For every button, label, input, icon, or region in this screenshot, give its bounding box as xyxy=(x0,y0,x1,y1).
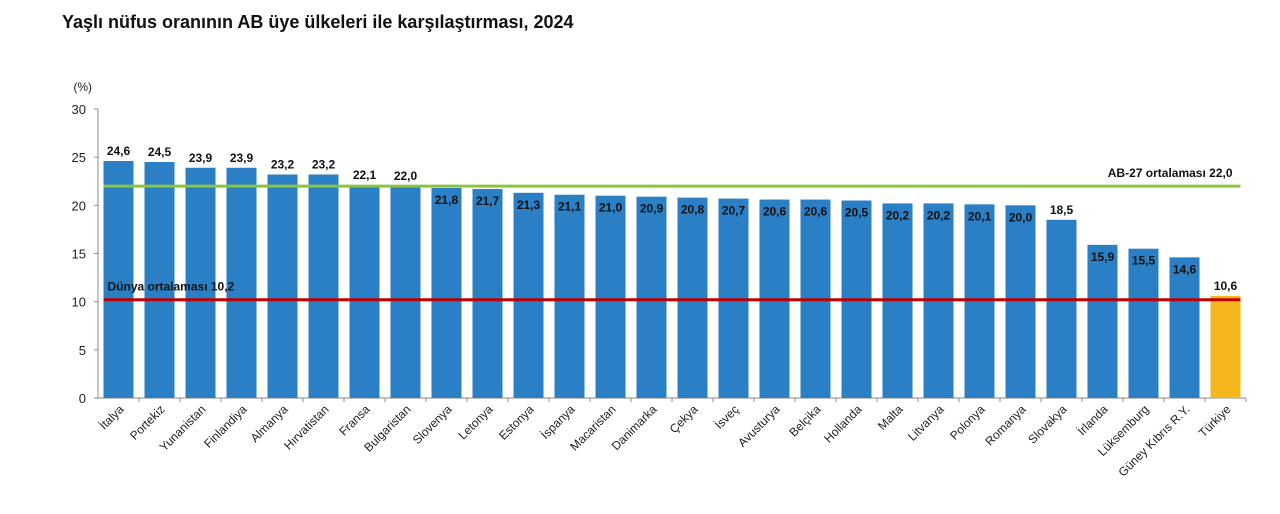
x-tick-label: Portekiz xyxy=(127,402,168,443)
y-tick-label: 20 xyxy=(72,198,86,213)
x-tick-label: Avusturya xyxy=(735,402,783,450)
data-label: 20,2 xyxy=(886,208,910,222)
bar xyxy=(1046,219,1077,398)
x-tick-label: Çekya xyxy=(667,402,701,436)
x-tick-label: Finlandiya xyxy=(201,402,250,451)
data-label: 23,9 xyxy=(230,151,254,165)
bar xyxy=(226,167,257,398)
x-tick-label: Danimarka xyxy=(609,402,660,453)
data-label: 20,6 xyxy=(763,205,787,219)
x-tick-label: İspanya xyxy=(538,402,578,442)
data-label: 24,5 xyxy=(148,145,172,159)
x-tick-label: İrlanda xyxy=(1075,402,1111,438)
data-label: 21,0 xyxy=(599,201,623,215)
bar xyxy=(677,197,708,398)
bar xyxy=(390,186,421,398)
x-tick-label: Slovenya xyxy=(410,402,455,447)
x-tick-label: Polonya xyxy=(947,402,988,443)
bar xyxy=(1087,244,1118,398)
bar xyxy=(267,174,298,398)
data-label: 18,5 xyxy=(1050,203,1074,217)
bar xyxy=(144,161,175,398)
data-label: 23,2 xyxy=(312,158,336,172)
x-tick-label: Fransa xyxy=(336,402,373,439)
data-label: 21,7 xyxy=(476,194,500,208)
data-label: 20,0 xyxy=(1009,210,1033,224)
chart-title: Yaşlı nüfus oranının AB üye ülkeleri ile… xyxy=(62,12,574,32)
bar xyxy=(472,188,503,398)
data-label: 24,6 xyxy=(107,144,131,158)
bar xyxy=(431,187,462,398)
x-tick-label: Litvanya xyxy=(905,402,947,444)
data-label: 20,8 xyxy=(681,203,705,217)
x-tick-label: Malta xyxy=(875,402,906,433)
data-label: 15,9 xyxy=(1091,250,1115,264)
x-tick-label: Türkiye xyxy=(1196,402,1234,440)
data-label: 20,2 xyxy=(927,208,951,222)
y-tick-label: 0 xyxy=(79,391,86,406)
bar xyxy=(103,161,134,398)
bar xyxy=(308,174,339,398)
y-tick-label: 30 xyxy=(72,102,86,117)
data-label: 15,5 xyxy=(1132,254,1156,268)
data-label: 20,5 xyxy=(845,206,869,220)
y-axis-label: (%) xyxy=(73,80,92,94)
data-label: 21,8 xyxy=(435,193,459,207)
x-tick-label: Hırvatistan xyxy=(281,402,331,452)
bar xyxy=(185,167,216,398)
bar xyxy=(1128,248,1159,398)
bar xyxy=(1169,257,1200,398)
data-label: 23,9 xyxy=(189,151,213,165)
data-label: 20,7 xyxy=(722,204,746,218)
bar xyxy=(1210,295,1241,398)
bar xyxy=(554,194,585,398)
data-label: 21,3 xyxy=(517,198,541,212)
eu-average-label: AB-27 ortalaması 22,0 xyxy=(1108,166,1233,180)
bar xyxy=(1005,205,1036,398)
data-label: 23,2 xyxy=(271,158,295,172)
bar xyxy=(513,192,544,398)
data-label: 20,6 xyxy=(804,205,828,219)
y-tick-label: 10 xyxy=(72,295,86,310)
x-tick-label: Romanya xyxy=(982,402,1028,448)
data-label: 20,9 xyxy=(640,202,664,216)
x-tick-label: Hollanda xyxy=(821,402,865,446)
data-label: 22,0 xyxy=(394,169,418,183)
y-tick-label: 5 xyxy=(79,343,86,358)
world-average-label: Dünya ortalaması 10,2 xyxy=(108,280,235,294)
bar xyxy=(595,195,626,398)
bar xyxy=(349,185,380,398)
data-label: 14,6 xyxy=(1173,262,1197,276)
x-tick-label: Belçika xyxy=(786,402,823,439)
x-tick-label: Estonya xyxy=(496,402,537,443)
x-tick-label: İsveç xyxy=(712,402,742,432)
x-tick-label: Güney Kıbrıs R.Y. xyxy=(1115,402,1192,479)
x-tick-label: Slovakya xyxy=(1025,402,1070,447)
data-label: 22,1 xyxy=(353,168,377,182)
y-tick-label: 15 xyxy=(72,247,86,262)
data-label: 21,1 xyxy=(558,200,582,214)
bar xyxy=(636,196,667,398)
x-tick-label: İtalya xyxy=(96,402,126,432)
data-label: 20,1 xyxy=(968,209,992,223)
y-tick-label: 25 xyxy=(72,150,86,165)
x-tick-label: Letonya xyxy=(456,402,496,442)
data-label: 10,6 xyxy=(1214,279,1238,293)
